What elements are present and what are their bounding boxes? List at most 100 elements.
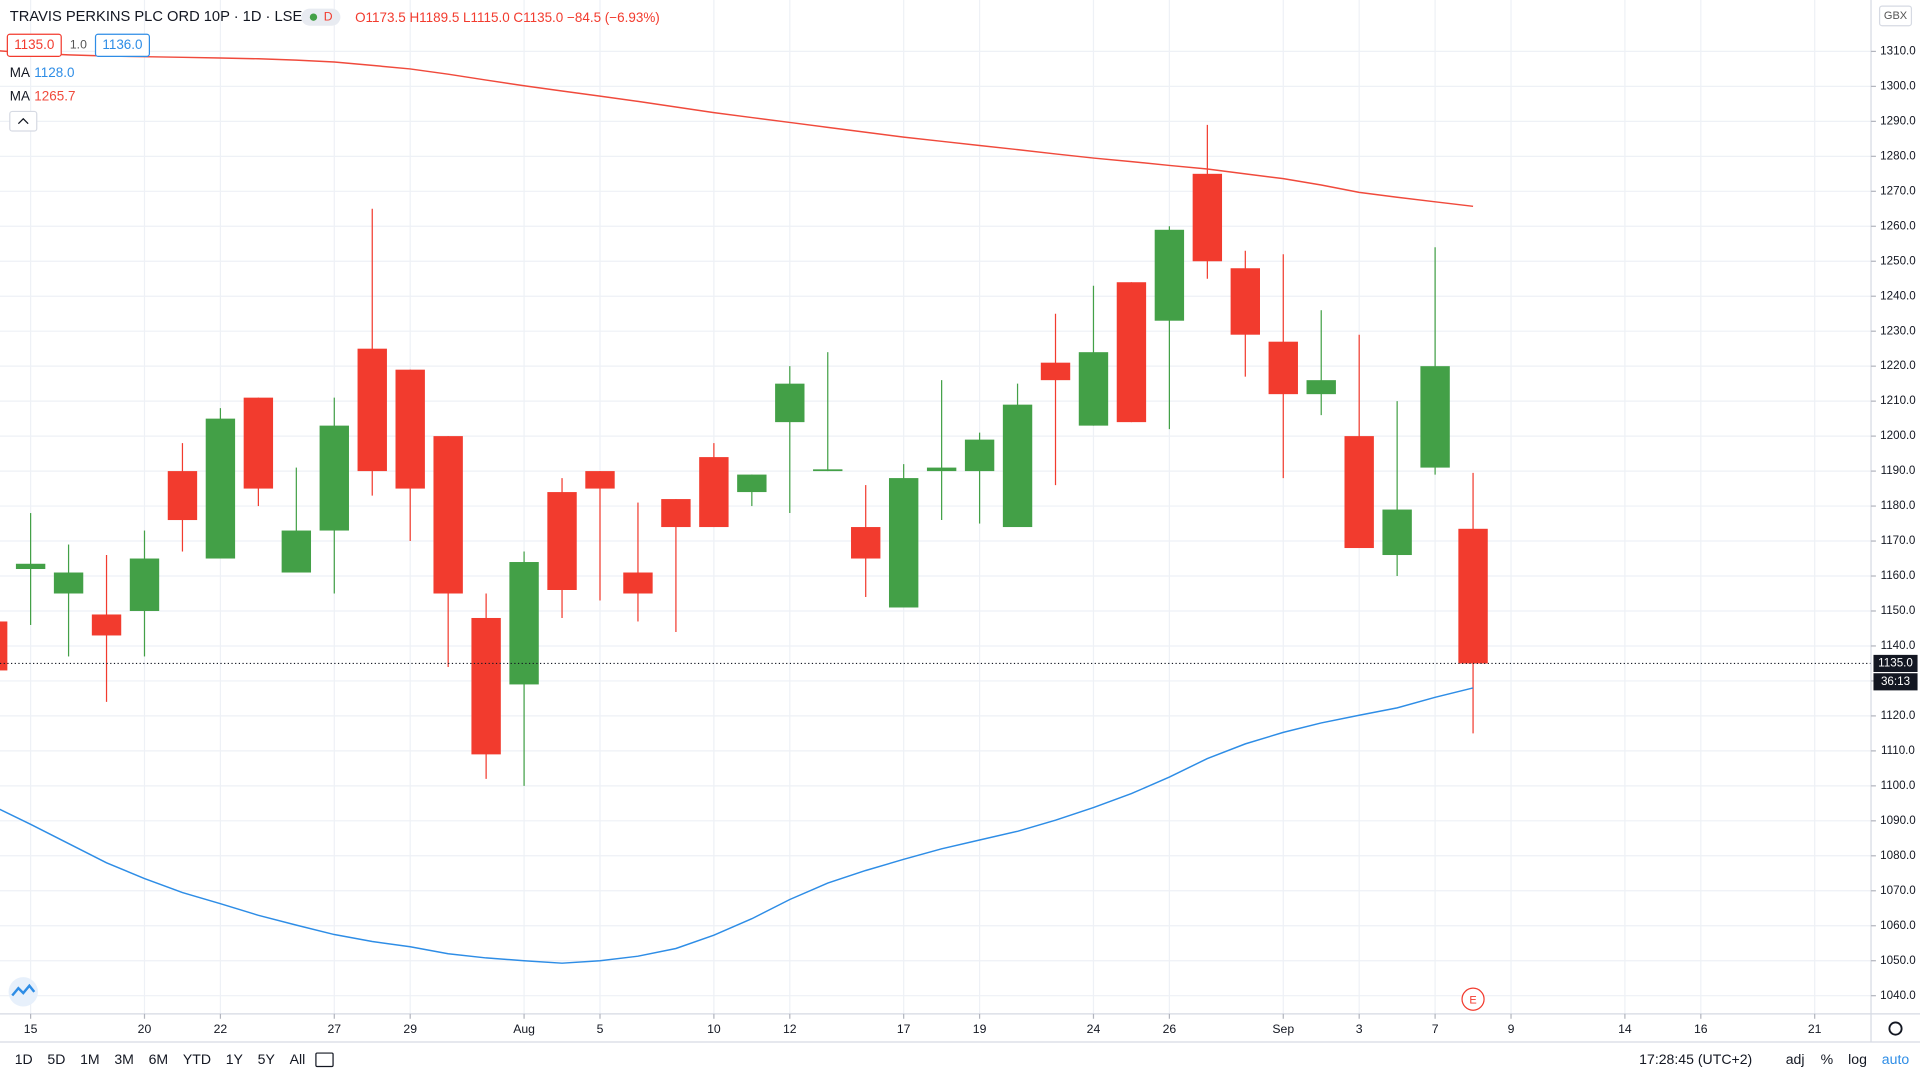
- candle-body: [926, 467, 957, 472]
- x-tick-label: 12: [783, 1022, 797, 1036]
- grid: [0, 0, 1872, 1014]
- overlay: TRAVIS PERKINS PLC ORD 10P · 1D · LSE D …: [6, 5, 1918, 1068]
- candle-body: [813, 469, 843, 472]
- event-label: E: [1469, 994, 1476, 1006]
- calendar-icon[interactable]: [315, 1052, 334, 1068]
- option-button[interactable]: adj: [1786, 1051, 1805, 1067]
- legend-name: MA: [10, 88, 30, 103]
- candle-body: [851, 527, 881, 559]
- candle-body: [964, 439, 995, 472]
- y-tick-label: 1250.0: [1880, 254, 1916, 267]
- x-tick-label: 21: [1808, 1022, 1822, 1036]
- bid-label: 1135.0: [14, 37, 54, 52]
- candle-body: [15, 563, 46, 570]
- range-button[interactable]: All: [290, 1051, 306, 1067]
- candle-body: [509, 562, 539, 685]
- y-tick-label: 1090.0: [1880, 814, 1916, 827]
- y-tick-label: 1240.0: [1880, 289, 1916, 302]
- range-button[interactable]: YTD: [183, 1051, 211, 1067]
- collapse-button[interactable]: [9, 110, 38, 132]
- candle-body: [91, 614, 122, 636]
- interval-badge: D: [324, 9, 333, 23]
- y-tick-label: 1280.0: [1880, 149, 1916, 162]
- price-line-label: 1135.0: [1878, 657, 1913, 670]
- candle-body: [395, 369, 425, 489]
- bid-box[interactable]: [6, 33, 62, 57]
- x-tick-label: 22: [214, 1022, 228, 1036]
- candle-body: [167, 471, 198, 521]
- ohlc-text: O1173.5 H1189.5 L1115.0 C1135.0 −84.5 (−…: [355, 10, 660, 25]
- candle-body: [585, 471, 615, 489]
- range-button[interactable]: 1M: [80, 1051, 100, 1067]
- range-button[interactable]: 3M: [114, 1051, 134, 1067]
- x-tick-label: 17: [897, 1022, 911, 1036]
- y-tick-label: 1200.0: [1880, 429, 1916, 442]
- candle-body: [1002, 404, 1033, 528]
- candle-body: [53, 572, 84, 594]
- x-tick-label: 19: [973, 1022, 987, 1036]
- range-button[interactable]: 1D: [15, 1051, 33, 1067]
- y-tick-label: 1180.0: [1881, 499, 1916, 512]
- candle-body: [1040, 362, 1071, 381]
- clock: 17:28:45 (UTC+2): [1639, 1051, 1752, 1067]
- moving-average-line: [0, 50, 1474, 208]
- x-tick-label: 26: [1163, 1022, 1177, 1036]
- x-tick-label: 27: [327, 1022, 341, 1036]
- candle-body: [699, 457, 729, 528]
- ask-label: 1136.0: [102, 37, 142, 52]
- candle-body: [547, 492, 577, 591]
- candle-body: [1458, 528, 1488, 664]
- price-line-box: [1873, 654, 1918, 673]
- option-button[interactable]: %: [1821, 1051, 1834, 1067]
- candle-body: [433, 436, 463, 594]
- candle-body: [1268, 341, 1298, 395]
- moving-average-line: [0, 687, 1474, 964]
- option-button[interactable]: log: [1848, 1051, 1867, 1067]
- option-button[interactable]: auto: [1882, 1051, 1910, 1067]
- candle-body: [1192, 173, 1223, 262]
- toolbar: 1D 5D 1M 3M 6M YTD 1Y 5Y All 17:28:45 (UTC+2) adj%…: [15, 1051, 1910, 1067]
- y-tick-label: 1140.0: [1881, 639, 1916, 652]
- x-tick-label: 29: [403, 1022, 417, 1036]
- range-button[interactable]: 1Y: [226, 1051, 244, 1067]
- candle-body: [281, 530, 312, 573]
- x-tick-label: 20: [138, 1022, 152, 1036]
- y-tick-label: 1070.0: [1880, 884, 1916, 897]
- candle-body: [0, 621, 8, 671]
- event-marker[interactable]: [1461, 987, 1485, 1011]
- x-tick-label: 16: [1694, 1022, 1708, 1036]
- x-tick-label: Aug: [513, 1022, 535, 1036]
- legend-value: 1128.0: [34, 65, 74, 80]
- status-dot: [309, 13, 318, 21]
- badge-bg: [301, 8, 341, 26]
- x-tick-label: Sep: [1272, 1022, 1294, 1036]
- candle-body: [1078, 352, 1109, 426]
- candle-body: [1382, 509, 1412, 556]
- x-tick-label: 14: [1618, 1022, 1632, 1036]
- ask-box[interactable]: [94, 33, 150, 57]
- y-tick-label: 1270.0: [1880, 184, 1916, 197]
- candle-body: [775, 383, 805, 423]
- currency-box: [1878, 5, 1913, 27]
- x-tick-label: 24: [1087, 1022, 1101, 1036]
- x-tick-label: 5: [597, 1022, 604, 1036]
- y-tick-label: 1120.0: [1881, 709, 1916, 722]
- y-tick-label: 1170.0: [1881, 534, 1916, 547]
- legend-name: MA: [10, 65, 30, 80]
- settings-icon[interactable]: [1888, 1021, 1903, 1036]
- chart-title: TRAVIS PERKINS PLC ORD 10P · 1D · LSE: [10, 9, 303, 25]
- range-button[interactable]: 6M: [149, 1051, 169, 1067]
- candle-body: [357, 348, 387, 472]
- candle-body: [1420, 366, 1450, 468]
- range-button[interactable]: 5Y: [258, 1051, 276, 1067]
- range-button[interactable]: 5D: [47, 1051, 65, 1067]
- candle-body: [205, 418, 236, 559]
- spread-label: 1.0: [70, 38, 87, 52]
- x-tick-label: 9: [1508, 1022, 1515, 1036]
- candle-body: [737, 474, 767, 493]
- x-tick-label: 7: [1432, 1022, 1439, 1036]
- y-tick-label: 1190.0: [1881, 464, 1916, 477]
- y-tick-label: 1080.0: [1880, 849, 1916, 862]
